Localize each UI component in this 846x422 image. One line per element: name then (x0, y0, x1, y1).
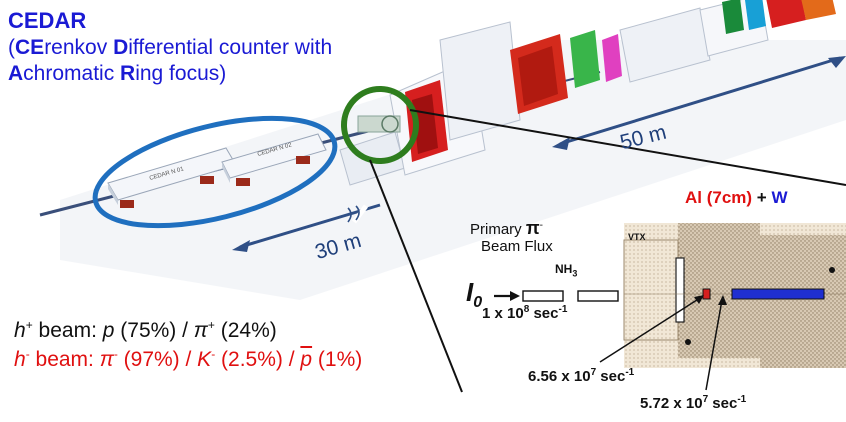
incoming-beam-arrow (494, 291, 520, 301)
vtx-label: VTX (628, 232, 646, 242)
cedar-desc-renkov: renkov (44, 36, 114, 59)
cedar-description-line-2: Achromatic Ring focus) (8, 62, 226, 86)
cedar-desc-paren: ( (8, 36, 15, 59)
cedar-description-line-1: (CErenkov Differential counter with (8, 36, 332, 60)
spectrometer-red-magnet-2 (510, 34, 568, 114)
spectrometer-red-magnet-1 (405, 80, 448, 162)
cedar-desc-bold-ce: CE (15, 36, 45, 59)
spectrometer-far-right (619, 0, 836, 83)
beam-flux-label: Beam Flux (481, 238, 553, 255)
target-region-ring (341, 86, 419, 164)
callout-line-bottom (369, 159, 463, 393)
target-material-label: Al (7cm) + W (685, 188, 788, 207)
flux-arrow-final (705, 295, 727, 391)
hminus-beam-composition: h- beam: π- (97%) / K- (2.5%) / p (1%) (14, 347, 363, 371)
initial-flux-label: 1 x 108 sec-1 (482, 304, 568, 322)
cedar-highlight-ellipse (92, 115, 338, 229)
zoom-inset (623, 223, 846, 368)
i0-symbol: I0 (466, 277, 483, 312)
tungsten-absorber (731, 288, 825, 300)
cedar-desc-bold-d: D (113, 36, 129, 59)
flux-arrow-mid (599, 295, 704, 363)
spectrometer-magenta-detector (602, 34, 622, 82)
target-region-content (357, 115, 401, 133)
nh3-target-cell-2 (577, 290, 619, 302)
distance-arrow-30m (232, 203, 381, 252)
nh3-label: NH3 (555, 262, 578, 279)
flux-after-target-label: 6.56 x 107 sec-1 (528, 367, 635, 385)
hplus-beam-composition: h+ beam: p (75%) / π+ (24%) (14, 318, 277, 342)
floor-shadow (60, 40, 846, 300)
spectrometer-green-detector (570, 30, 600, 88)
cedar-desc-chromatic: chromatic (23, 62, 121, 85)
cedar-desc-ing-focus: ing focus) (135, 62, 227, 85)
aluminum-target (702, 288, 711, 300)
flux-after-absorber-label: 5.72 x 107 sec-1 (640, 394, 747, 412)
cedar-desc-ifferential: ifferential counter with (128, 36, 333, 59)
callout-line-top (409, 109, 846, 186)
cedar-title: CEDAR (8, 8, 87, 33)
primary-beam-label: Primary π- (470, 218, 543, 238)
cedar-desc-bold-r: R (120, 62, 136, 85)
cedar-desc-bold-a: A (8, 62, 24, 85)
vertex-detector-plane (675, 257, 685, 323)
nh3-target-cell-1 (522, 290, 564, 302)
cedar-unit-2 (221, 133, 327, 186)
distance-arrow-50m (552, 56, 846, 150)
